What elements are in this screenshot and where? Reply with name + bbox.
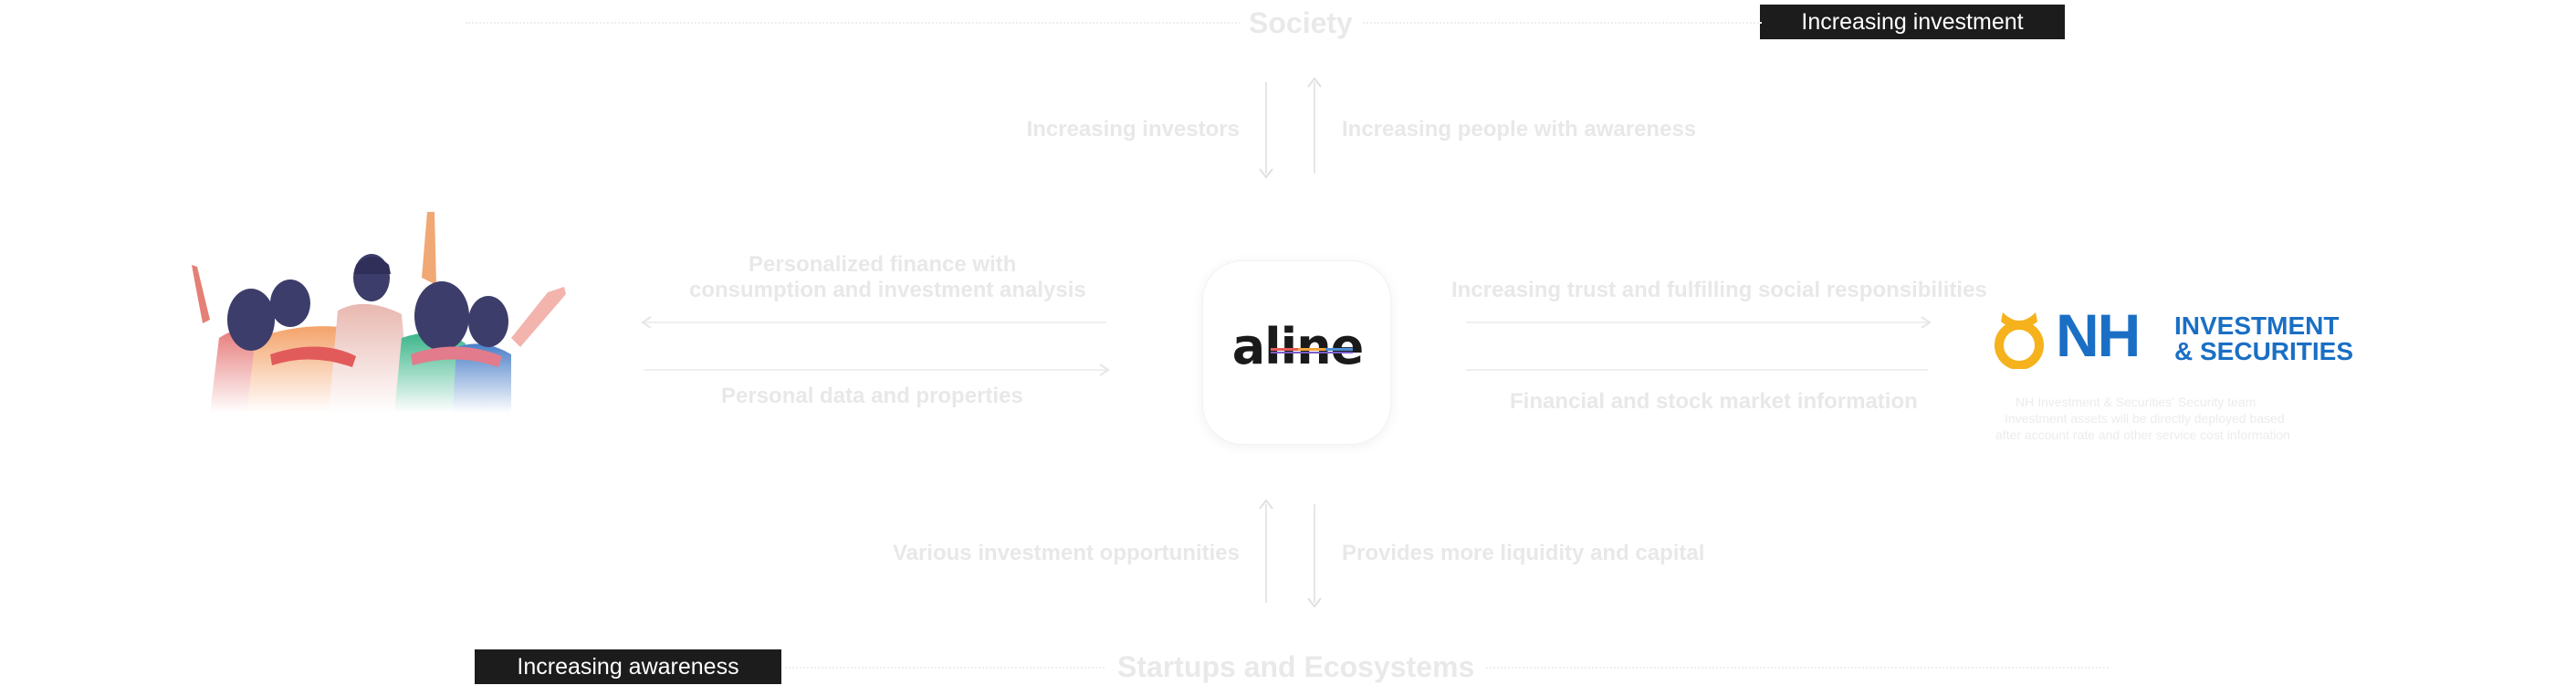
- bottom-left-line: [1265, 504, 1267, 603]
- nh-logo-line1: INVESTMENT: [2174, 311, 2340, 340]
- left-lower-arrow-line: [644, 369, 1106, 371]
- right-upper-arrow-line: [1466, 322, 1928, 323]
- up-arrow-icon: [1259, 499, 1273, 510]
- top-down-line: [1265, 82, 1267, 174]
- left-upper-arrow-line: [644, 322, 1106, 323]
- nh-symbol-icon: [1995, 312, 2044, 369]
- flow-left-upper-line2: consumption and investment analysis: [689, 278, 1086, 302]
- top-up-line: [1314, 82, 1315, 174]
- bottom-title: Startups and Ecosystems: [1106, 650, 1486, 684]
- flow-left-lower: Personal data and properties: [721, 384, 1023, 408]
- left-arrow-icon: [641, 316, 652, 329]
- right-arrow-icon: [1099, 364, 1110, 376]
- people-group-illustration: [192, 212, 566, 413]
- aline-logo-stripe-icon: [1271, 348, 1353, 353]
- aline-logo-text: aline: [1231, 318, 1365, 375]
- nh-logo-main: NH: [2056, 301, 2141, 369]
- up-arrow-icon: [1307, 77, 1322, 88]
- flow-right-upper: Increasing trust and fulfilling social r…: [1451, 278, 1987, 302]
- increasing-investment-badge: Increasing investment: [1760, 5, 2065, 39]
- flow-top-right: Increasing people with awareness: [1342, 117, 1697, 142]
- flow-left-upper-line1: Personalized finance with: [749, 252, 1017, 277]
- flow-top-left: Increasing investors: [1026, 117, 1240, 142]
- top-title: Society: [1240, 6, 1362, 40]
- flow-bottom-right: Provides more liquidity and capital: [1342, 541, 1705, 565]
- nh-caption-line2: Investment assets will be directly deplo…: [2005, 411, 2285, 426]
- flow-bottom-left: Various investment opportunities: [892, 541, 1240, 565]
- nh-logo-line2: & SECURITIES: [2174, 337, 2354, 365]
- bottom-right-line: [1314, 504, 1315, 603]
- nh-caption-line3: after account rate and other service cos…: [1995, 427, 2290, 442]
- top-dotted-line: [466, 22, 1762, 24]
- increasing-awareness-badge: Increasing awareness: [475, 649, 781, 684]
- nh-caption-line1: NH Investment & Securities' Security tea…: [2016, 395, 2257, 409]
- right-arrow-icon: [1921, 316, 1932, 329]
- flow-right-lower: Financial and stock market information: [1510, 389, 1918, 414]
- down-arrow-icon: [1307, 597, 1322, 608]
- down-arrow-icon: [1259, 168, 1273, 179]
- right-lower-arrow-line: [1466, 369, 1928, 371]
